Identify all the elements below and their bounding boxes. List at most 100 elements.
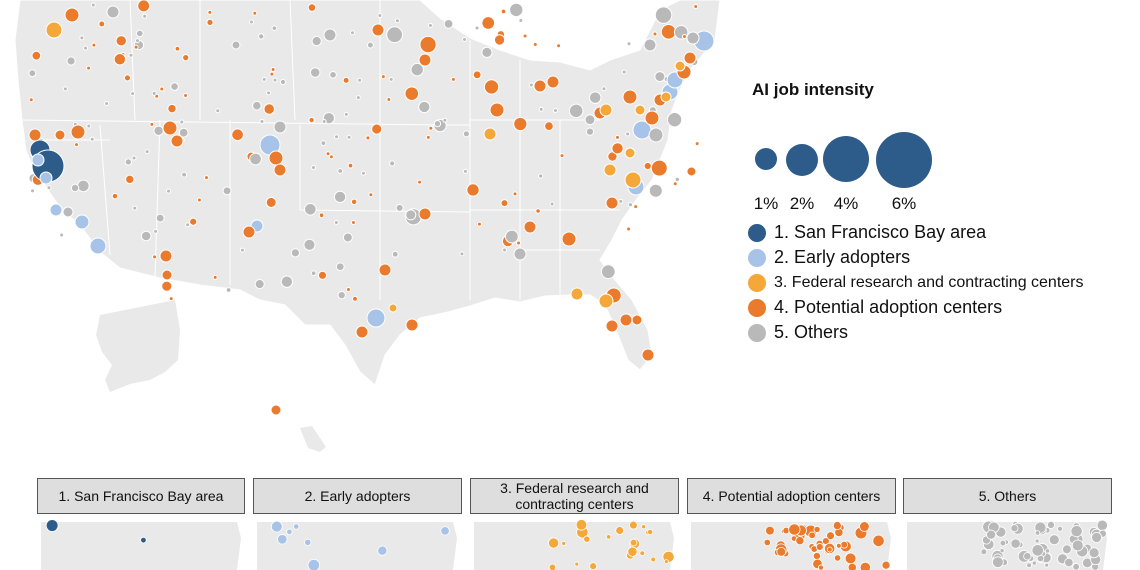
city-bubble: [342, 76, 350, 84]
city-bubble: [350, 220, 356, 226]
mini-map-bubble: [1070, 525, 1083, 538]
contiguous-us: [14, 0, 721, 386]
city-bubble: [271, 25, 278, 31]
city-bubble: [70, 124, 86, 140]
city-bubble: [389, 160, 396, 167]
city-bubble: [518, 18, 524, 24]
city-bubble: [419, 35, 437, 54]
city-bubble: [601, 86, 607, 92]
city-bubble: [588, 91, 602, 104]
city-bubble: [368, 192, 374, 198]
city-bubble: [462, 168, 468, 174]
city-bubble: [279, 78, 287, 86]
city-bubble: [418, 53, 432, 67]
city-bubble: [585, 127, 595, 136]
city-bubble: [30, 188, 36, 194]
state-border-line: [299, 209, 471, 213]
city-bubble: [269, 71, 275, 77]
city-bubble: [481, 16, 496, 30]
city-bubble: [621, 69, 627, 75]
city-bubble: [74, 142, 80, 148]
city-bubble: [272, 77, 278, 83]
city-bubble: [304, 202, 317, 216]
size-circle-4: [823, 136, 869, 182]
legend-dot-others: [748, 323, 766, 342]
city-bubble: [391, 250, 399, 258]
city-bubble: [179, 119, 185, 125]
city-bubble: [693, 4, 699, 10]
city-bubble: [74, 214, 90, 230]
city-bubble: [124, 158, 132, 166]
city-bubble: [605, 196, 619, 210]
city-bubble: [626, 41, 632, 47]
city-bubble: [377, 13, 383, 19]
city-bubble: [311, 35, 322, 47]
city-bubble: [417, 179, 423, 185]
mini-map-bubble: [881, 560, 891, 570]
city-bubble: [427, 22, 433, 28]
city-bubble: [28, 69, 37, 78]
city-bubble: [634, 104, 646, 116]
city-bubble: [627, 202, 634, 208]
mini-map-others: [907, 519, 1108, 570]
mini-map-bubble: [835, 542, 842, 549]
city-bubble: [133, 44, 139, 50]
city-bubble: [493, 34, 506, 46]
mini-map-bubble: [1062, 544, 1072, 555]
city-bubble: [132, 205, 138, 211]
city-bubble: [273, 120, 287, 134]
mini-map-bubble: [776, 546, 787, 557]
city-bubble: [624, 147, 636, 159]
city-bubble: [266, 90, 272, 96]
city-bubble: [159, 86, 165, 92]
mini-map-bubble: [589, 562, 598, 570]
size-label-6: 6%: [891, 194, 917, 213]
city-bubble: [310, 165, 316, 171]
city-bubble: [513, 247, 527, 261]
mini-map-bubble: [574, 561, 580, 567]
city-bubble: [619, 313, 633, 327]
state-border-line: [289, 0, 296, 121]
mini-map-bubble: [1034, 530, 1041, 536]
legend-dot-early-adopters: [748, 248, 766, 267]
city-bubble: [104, 100, 110, 106]
city-bubble: [86, 65, 92, 71]
mini-map-bubble: [833, 554, 842, 562]
city-bubble: [523, 220, 537, 234]
city-bubble: [350, 198, 358, 206]
city-bubble: [307, 3, 317, 12]
city-bubble: [643, 161, 652, 171]
city-bubble: [333, 190, 347, 204]
city-bubble: [371, 123, 383, 135]
city-bubble: [333, 134, 339, 140]
city-bubble: [614, 134, 620, 140]
mini-map-land: [907, 522, 1107, 570]
us-map: [14, 0, 721, 452]
city-bubble: [130, 91, 136, 97]
city-bubble: [89, 136, 95, 142]
city-bubble: [450, 76, 456, 82]
mini-map-bubble: [1031, 544, 1044, 557]
city-bubble: [347, 162, 354, 169]
city-bubble: [90, 2, 96, 8]
city-bubble: [325, 151, 331, 157]
city-bubble: [252, 100, 262, 111]
mini-map-bubble: [440, 526, 450, 536]
mini-map-bubble: [999, 548, 1005, 554]
legend-title: AI job intensity: [752, 80, 874, 99]
legend-label-sf-bay: 1. San Francisco Bay area: [774, 222, 987, 242]
city-bubble: [62, 86, 68, 92]
mini-map-bubble: [840, 540, 849, 549]
mini-map-bubble: [765, 525, 775, 536]
mini-map-bubble: [812, 551, 821, 561]
mini-map-bubble: [307, 558, 321, 570]
city-bubble: [410, 62, 424, 77]
mini-map-bubble: [1057, 525, 1063, 532]
city-bubble: [355, 95, 361, 101]
city-bubble: [207, 9, 213, 15]
city-bubble: [31, 50, 42, 61]
mini-map-bubble: [650, 556, 656, 563]
size-circle-6: [876, 132, 932, 188]
city-bubble: [77, 179, 90, 193]
mini-map-bubble: [826, 531, 835, 541]
